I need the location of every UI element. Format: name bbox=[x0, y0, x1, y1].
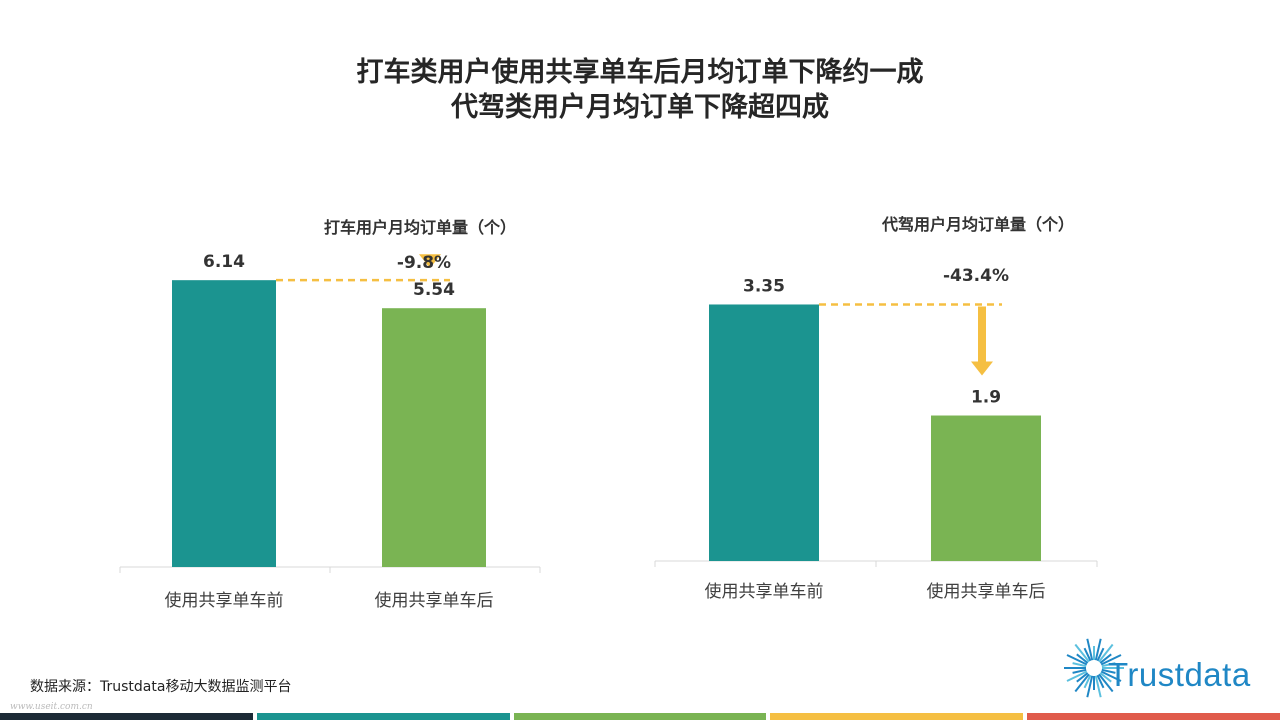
logo-ray bbox=[1076, 672, 1089, 683]
change-arrow-head bbox=[419, 254, 441, 269]
category-label: 使用共享单车后 bbox=[927, 581, 1046, 602]
logo-ray bbox=[1100, 654, 1122, 666]
bar-after bbox=[382, 308, 486, 567]
starburst-icon bbox=[1064, 638, 1124, 698]
footer-segment bbox=[256, 713, 510, 720]
logo-ray bbox=[1086, 675, 1094, 698]
logo-text: Trustdata bbox=[1108, 656, 1251, 693]
footer-color-bar bbox=[0, 713, 1280, 720]
bar-value-label: 1.9 bbox=[971, 388, 1001, 408]
category-label: 使用共享单车前 bbox=[165, 590, 284, 611]
watermark: www.useit.com.cn bbox=[10, 702, 93, 712]
change-percent-label: -43.4% bbox=[943, 266, 1009, 286]
bar-value-label: 5.54 bbox=[413, 280, 455, 300]
logo-ray bbox=[1072, 662, 1087, 668]
bar-before bbox=[172, 280, 276, 567]
logo-ray bbox=[1098, 673, 1114, 693]
footer-segment bbox=[770, 713, 1024, 720]
logo-ray bbox=[1101, 662, 1116, 668]
change-arrow-shaft bbox=[978, 306, 986, 362]
footer-segment bbox=[0, 713, 253, 720]
bar-value-label: 6.14 bbox=[203, 252, 245, 272]
logo-ray bbox=[1100, 670, 1122, 682]
footer-segment bbox=[1027, 713, 1280, 720]
chart-title: 代驾用户月均订单量（个） bbox=[881, 215, 1074, 234]
logo-ray bbox=[1072, 668, 1087, 674]
category-label: 使用共享单车后 bbox=[375, 590, 494, 611]
logo-ray bbox=[1083, 647, 1092, 662]
logo-ray bbox=[1098, 643, 1114, 663]
logo-ray bbox=[1074, 673, 1090, 693]
logo-ray bbox=[1096, 674, 1105, 689]
logo-ray bbox=[1094, 638, 1102, 661]
bar-after bbox=[931, 415, 1041, 561]
logo-ray bbox=[1101, 668, 1116, 674]
logo-ray bbox=[1083, 674, 1092, 689]
change-percent-label: -9.8% bbox=[397, 253, 451, 273]
title-line-1: 打车类用户使用共享单车后月均订单下降约一成 bbox=[356, 57, 924, 88]
data-source: 数据来源：Trustdata移动大数据监测平台 bbox=[30, 679, 292, 695]
logo-ray bbox=[1099, 653, 1112, 664]
logo-ray bbox=[1076, 653, 1089, 664]
footer-segment bbox=[513, 713, 767, 720]
logo-ray bbox=[1094, 675, 1102, 698]
bar-value-label: 3.35 bbox=[743, 276, 785, 296]
title-line-2: 代驾类用户月均订单下降超四成 bbox=[451, 92, 829, 123]
bar-before bbox=[709, 304, 819, 561]
logo-ray bbox=[1099, 672, 1112, 683]
category-label: 使用共享单车前 bbox=[705, 581, 824, 602]
chart-title: 打车用户月均订单量（个） bbox=[324, 218, 516, 237]
logo-ray bbox=[1086, 638, 1094, 661]
change-arrow-head bbox=[971, 361, 993, 376]
page-title: 打车类用户使用共享单车后月均订单下降约一成 代驾类用户月均订单下降超四成 bbox=[0, 55, 1280, 125]
logo-ray bbox=[1074, 643, 1090, 663]
logo-ray bbox=[1066, 654, 1088, 666]
logo-ray bbox=[1096, 647, 1105, 662]
logo-ray bbox=[1066, 670, 1088, 682]
